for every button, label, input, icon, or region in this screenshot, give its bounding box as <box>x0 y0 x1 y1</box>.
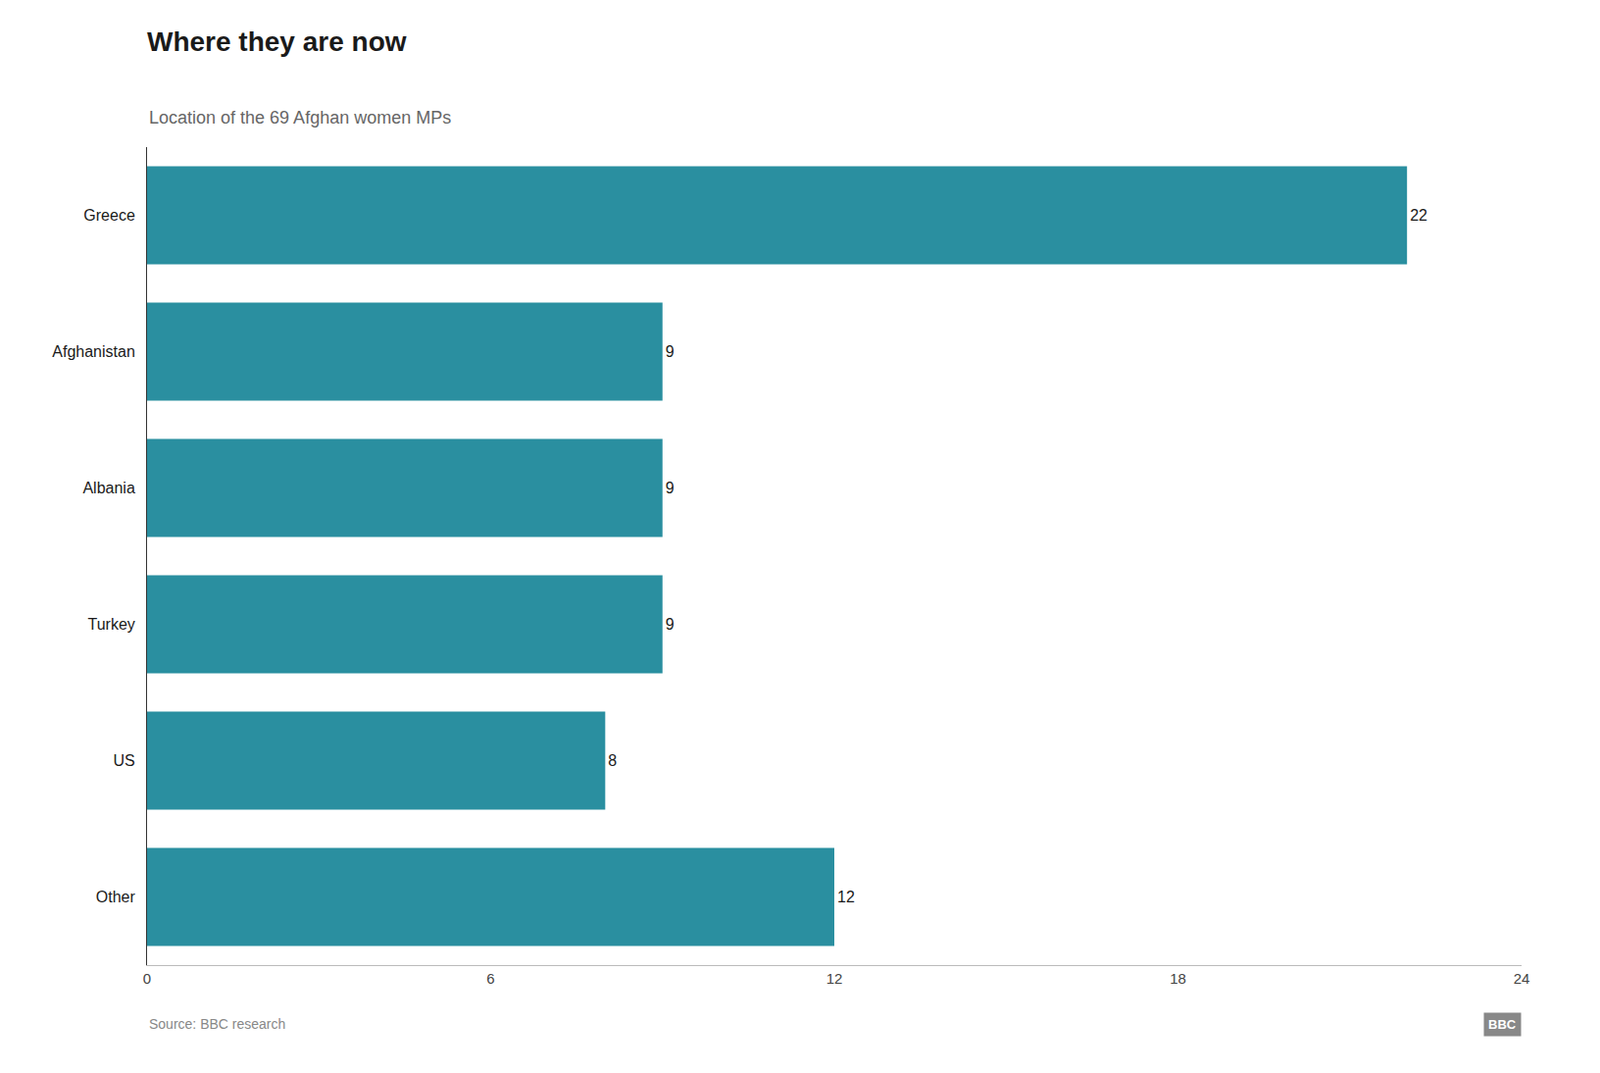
svg-text:24: 24 <box>1513 969 1531 987</box>
svg-text:Albania: Albania <box>82 479 135 497</box>
svg-text:18: 18 <box>1169 969 1187 987</box>
svg-text:BBC: BBC <box>1488 1016 1517 1032</box>
svg-text:22: 22 <box>1409 206 1428 224</box>
svg-text:Other: Other <box>96 888 137 905</box>
svg-text:9: 9 <box>665 479 675 497</box>
svg-text:Source: BBC research: Source: BBC research <box>149 1015 286 1032</box>
svg-text:9: 9 <box>665 615 675 633</box>
svg-text:Afghanistan: Afghanistan <box>51 343 136 360</box>
svg-text:9: 9 <box>665 343 675 360</box>
svg-text:US: US <box>113 751 136 769</box>
svg-text:8: 8 <box>607 751 617 769</box>
svg-text:12: 12 <box>837 888 855 905</box>
svg-text:Where they are now: Where they are now <box>147 26 407 57</box>
svg-text:0: 0 <box>143 969 151 987</box>
svg-text:6: 6 <box>486 969 495 987</box>
svg-text:12: 12 <box>826 969 844 987</box>
svg-text:Location of the 69 Afghan wome: Location of the 69 Afghan women MPs <box>149 107 451 128</box>
svg-text:Turkey: Turkey <box>87 615 135 633</box>
svg-text:Greece: Greece <box>83 206 136 224</box>
